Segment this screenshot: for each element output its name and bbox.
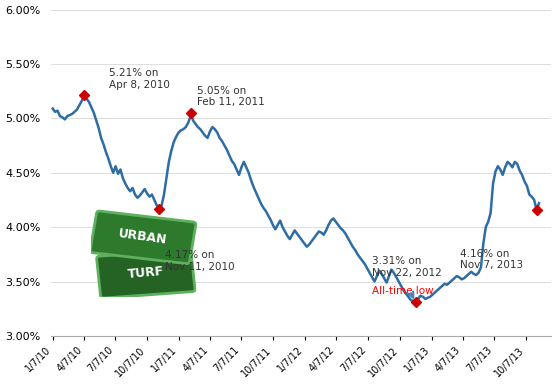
Text: All-time low: All-time low xyxy=(373,286,434,296)
Text: 5.21% on
Apr 8, 2010: 5.21% on Apr 8, 2010 xyxy=(109,68,170,90)
Text: 5.05% on
Feb 11, 2011: 5.05% on Feb 11, 2011 xyxy=(197,86,264,108)
Text: 4.16% on
Nov 7, 2013: 4.16% on Nov 7, 2013 xyxy=(460,248,524,270)
Text: 3.31% on
Nov 22, 2012: 3.31% on Nov 22, 2012 xyxy=(373,256,442,278)
Text: 4.17% on
Nov 11, 2010: 4.17% on Nov 11, 2010 xyxy=(165,250,234,272)
